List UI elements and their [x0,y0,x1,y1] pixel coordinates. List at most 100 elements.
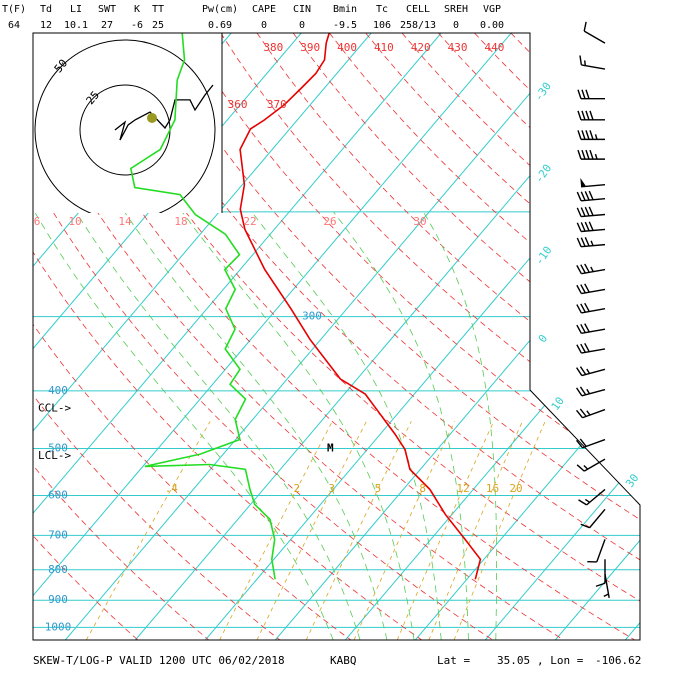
dry-adiabat [365,33,640,640]
barb-half [590,240,594,246]
isotherm-label: -20 [532,162,554,186]
barb-feather [584,263,590,273]
dry-adiabat-label: 360 [228,98,248,111]
mixing-ratio-label: 20 [509,482,522,495]
barb-half [586,368,591,374]
dry-adiabat [438,33,640,640]
barb-feather [584,221,590,232]
mixing-ratio-line [396,421,495,640]
storm-motion [147,112,157,123]
index-label: CELL [406,4,430,15]
barb-feather [576,237,582,247]
mixing-ratio-line [353,421,456,640]
dry-adiabat [256,33,640,640]
wind-barb [580,508,606,529]
barb-feather [577,110,582,121]
moist-adiabat-label: 6 [34,215,41,228]
wind-barb [577,89,605,100]
pressure-label: 300 [302,310,322,323]
wind-barb [576,283,606,295]
dry-adiabat-label: 380 [263,41,283,54]
dry-adiabat-label: 400 [337,41,357,54]
dry-adiabat [583,33,640,640]
wind-barb [576,408,606,419]
wind-barb [577,110,605,121]
index-value: -6 [131,20,143,31]
barb-feather [576,222,582,232]
barb-feather [581,89,586,99]
index-value: -9.5 [333,20,357,31]
dry-adiabat [33,33,210,640]
index-label: Pw(cm) [202,4,238,15]
isotherm [33,33,372,640]
wind-barb [576,302,606,314]
barb-feather [580,523,590,529]
barb-feather [576,367,583,376]
wind-barb [577,149,605,160]
isotherm [414,33,640,640]
footer-lon-label: , Lon = [537,654,584,667]
isotherm-label: 0 [536,332,550,345]
barb-staff [581,388,606,397]
index-value: 27 [101,20,113,31]
barb-feather [584,343,590,353]
wind-barb [576,366,606,377]
barb-feather [584,237,590,247]
parcel-marker: M [327,441,334,454]
barb-feather [580,323,586,334]
wind-barb [580,177,606,188]
barb-feather [579,55,583,66]
barb-feather [576,387,583,397]
wind-barb [576,221,606,233]
footer-lat: 35.05 [497,654,530,667]
dry-adiabat-label: 410 [374,41,394,54]
barb-feather [579,408,587,417]
barb-half [586,410,591,416]
mixing-ratio-label: 12 [456,482,469,495]
wind-barb [576,237,606,248]
moist-adiabat [333,211,469,640]
barb-feather [584,323,590,333]
barb-half [594,134,598,140]
isotherm [33,33,442,640]
index-value: 106 [373,20,391,31]
sounding-line [129,32,276,580]
mixing-ratio-line [453,421,546,640]
barb-feather [581,130,586,140]
barb-feather [579,438,587,447]
index-label: CAPE [252,4,276,15]
barb-feather [576,284,582,294]
moist-adiabat [181,211,415,640]
barb-feather [581,149,586,160]
barb-feather [585,110,590,121]
isotherm-label: 30 [623,472,641,490]
wind-barbs [576,21,610,599]
barb-feather [576,324,582,334]
barb-feather [576,409,583,419]
barb-feather [576,191,582,202]
mixing-ratio-line [305,421,412,640]
barb-feather [580,191,586,201]
hodograph-trace [114,84,214,141]
barb-feather [576,265,582,275]
mixing-ratio-label: 16 [486,482,499,495]
index-label: Tc [376,4,388,15]
wind-barb [578,488,606,506]
index-value: 10.1 [64,20,88,31]
barb-feather [577,89,582,99]
isotherm [554,33,640,640]
dry-adiabat [292,33,640,640]
barb-feather [580,343,586,353]
wind-barb [576,263,606,275]
index-label: LI [70,4,82,15]
dry-adiabat [33,33,281,640]
pressure-label: 900 [48,593,68,606]
barb-feather [584,302,590,312]
barb-half [586,388,591,395]
barb-feather [576,344,582,354]
dry-adiabat [33,33,493,640]
moist-adiabat [75,211,361,640]
mixing-ratio-label: .4 [165,482,179,495]
barb-feather [581,110,586,121]
barb-feather [580,284,586,294]
